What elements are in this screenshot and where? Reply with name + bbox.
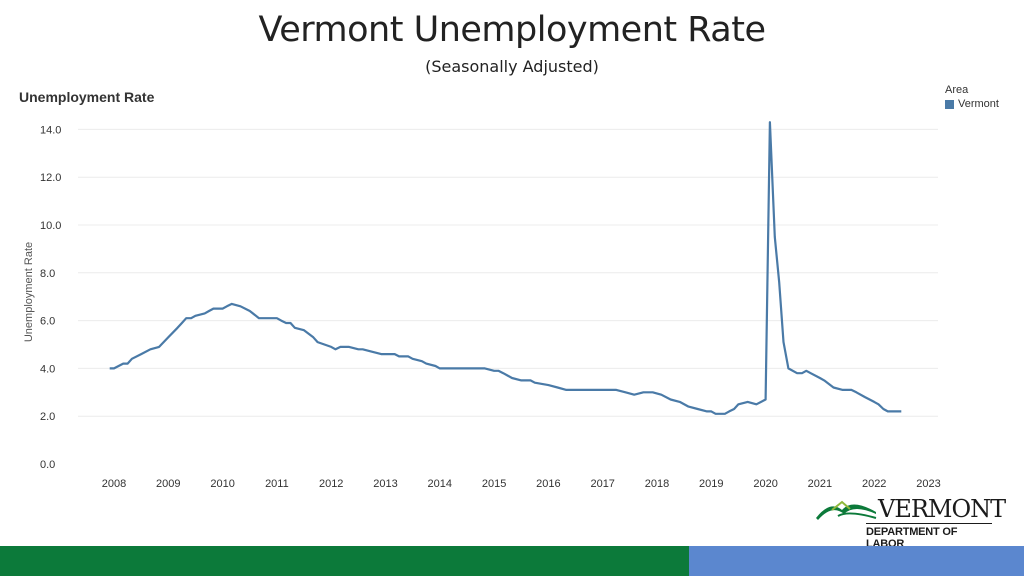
y-tick-labels: 0.0 2.0 4.0 6.0 8.0 10.0 12.0 14.0 bbox=[40, 124, 61, 471]
slide-subtitle: (Seasonally Adjusted) bbox=[425, 57, 599, 76]
logo-divider bbox=[866, 523, 992, 524]
y-tick-label: 14.0 bbox=[40, 124, 61, 136]
series-line-vermont bbox=[109, 121, 902, 415]
x-tick-label: 2019 bbox=[699, 478, 723, 490]
legend-label: Vermont bbox=[958, 98, 999, 110]
x-tick-label: 2008 bbox=[102, 478, 126, 490]
y-tick-label: 0.0 bbox=[40, 459, 55, 471]
y-axis-label: Unemployment Rate bbox=[23, 242, 35, 342]
x-tick-labels: 2008 2009 2010 2011 2012 2013 2014 2015 2016 2017… bbox=[102, 478, 941, 490]
vermont-department-of-labor-logo: VERMONT DEPARTMENT OF LABOR bbox=[814, 494, 1006, 550]
y-tick-label: 4.0 bbox=[40, 363, 55, 375]
x-tick-label: 2015 bbox=[482, 478, 506, 490]
grid-lines bbox=[78, 128, 938, 417]
y-tick-label: 12.0 bbox=[40, 172, 61, 184]
x-tick-label: 2021 bbox=[808, 478, 832, 490]
x-tick-label: 2023 bbox=[916, 478, 940, 490]
footer-green-bar bbox=[0, 546, 689, 576]
chart-title: Unemployment Rate bbox=[19, 89, 155, 105]
y-tick-label: 2.0 bbox=[40, 411, 55, 423]
x-tick-label: 2013 bbox=[373, 478, 397, 490]
series-group bbox=[109, 121, 902, 415]
x-tick-label: 2014 bbox=[428, 478, 452, 490]
x-tick-label: 2009 bbox=[156, 478, 180, 490]
x-tick-label: 2011 bbox=[265, 478, 289, 490]
legend-swatch bbox=[945, 99, 954, 109]
slide-title: Vermont Unemployment Rate bbox=[258, 10, 766, 50]
x-tick-label: 2022 bbox=[862, 478, 886, 490]
mountain-logo-icon bbox=[816, 500, 877, 520]
x-tick-label: 2018 bbox=[645, 478, 669, 490]
legend-item-vermont[interactable]: Vermont bbox=[945, 98, 999, 110]
y-tick-label: 10.0 bbox=[40, 220, 61, 232]
x-tick-label: 2020 bbox=[753, 478, 777, 490]
legend-title: Area bbox=[945, 84, 969, 96]
y-tick-label: 8.0 bbox=[40, 268, 55, 280]
footer-blue-bar bbox=[689, 546, 1024, 576]
line-chart: 0.0 2.0 4.0 6.0 8.0 10.0 12.0 14.0 2008 2009 2010… bbox=[23, 121, 941, 490]
x-tick-label: 2012 bbox=[319, 478, 343, 490]
x-tick-label: 2017 bbox=[590, 478, 614, 490]
y-tick-label: 6.0 bbox=[40, 316, 55, 328]
x-tick-label: 2016 bbox=[536, 478, 560, 490]
x-tick-label: 2010 bbox=[210, 478, 234, 490]
logo-wordmark: VERMONT bbox=[878, 495, 1006, 523]
legend: Area Vermont bbox=[945, 84, 999, 110]
